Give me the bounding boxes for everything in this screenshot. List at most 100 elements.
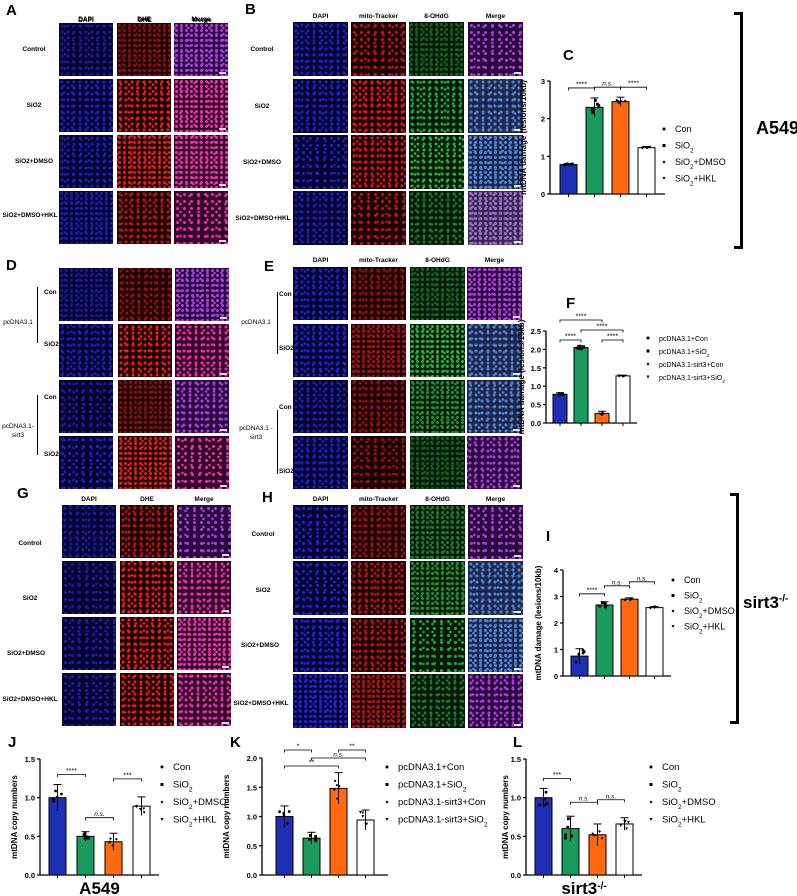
chart-l: L 0.0 0.5 1.0 1.5 mtDNA copy numbers *** n.s. n.… — [501, 734, 716, 896]
micrograph-merge — [174, 79, 228, 132]
svg-text:0.5: 0.5 — [511, 832, 521, 841]
micrograph-merge — [468, 22, 523, 76]
sirt3-bracket — [730, 493, 739, 724]
micrograph-dhe — [120, 561, 174, 614]
micrograph-dapi — [293, 22, 348, 76]
micrograph-dhe — [118, 380, 172, 433]
micrograph-dhe — [120, 673, 174, 726]
row-label: SiO2 — [279, 345, 294, 352]
group-label: pcDNA3.1 -sirt3 — [239, 425, 273, 441]
scale-bar — [219, 128, 226, 130]
column-header: DHE — [140, 496, 154, 503]
row-label: Control — [22, 46, 46, 53]
micrograph-dapi — [293, 324, 348, 377]
svg-text:*: * — [297, 744, 300, 751]
svg-text:pcDNA3.1+Con: pcDNA3.1+Con — [659, 336, 708, 343]
column-header: DAPI — [312, 13, 329, 20]
micrograph-dhe — [117, 23, 171, 76]
scale-bar — [220, 429, 227, 431]
svg-text:Con: Con — [173, 762, 190, 773]
svg-text:**: ** — [349, 744, 355, 751]
micrograph-dhe — [117, 191, 171, 244]
svg-text:pcDNA3.1-sirt3+SiO2: pcDNA3.1-sirt3+SiO2 — [659, 375, 725, 385]
svg-text:4: 4 — [554, 566, 559, 575]
micrograph-8-ohdg — [410, 505, 465, 559]
svg-text:SiO2: SiO2 — [684, 591, 703, 605]
svg-text:pcDNA3.1-sirt3+Con: pcDNA3.1-sirt3+Con — [659, 362, 723, 369]
scale-bar — [514, 611, 521, 613]
cell-line-sirt3: sirt3-/- — [743, 593, 789, 612]
panel-label: L — [513, 734, 522, 751]
scale-bar — [220, 317, 227, 319]
row-label: SiO2+DMSO+HKL — [233, 700, 289, 707]
svg-text:****: **** — [576, 81, 587, 88]
svg-text:2: 2 — [554, 619, 558, 628]
column-header: DAPI — [78, 17, 94, 24]
svg-text:sirt3-/-: sirt3-/- — [561, 879, 606, 896]
row-label: SiO2+DMSO+HKL — [235, 215, 291, 222]
chart-j: J 0.0 0.5 1.0 1.5 mtDNA copy numbers **** n.s. *… — [8, 734, 227, 896]
svg-text:pcDNA3.1+SiO2: pcDNA3.1+SiO2 — [398, 780, 467, 794]
group-divider — [277, 292, 278, 354]
column-header: Merge — [194, 496, 214, 503]
micrograph-dapi — [59, 268, 113, 321]
scale-bar — [219, 240, 226, 242]
micrograph-mito-tracker — [351, 505, 406, 559]
svg-text:Con: Con — [684, 575, 701, 585]
svg-text:SiO2+HKL: SiO2+HKL — [675, 174, 716, 188]
column-header: mito-Tracker — [358, 257, 399, 264]
row-label: SiO2+DMSO — [240, 642, 280, 649]
micrograph-8-ohdg — [410, 561, 465, 615]
column-header: DHE — [137, 16, 151, 23]
scale-bar — [514, 724, 521, 726]
svg-text:mtDNA damage (lesions/10kb): mtDNA damage (lesions/10kb) — [534, 565, 543, 680]
svg-text:0: 0 — [541, 190, 545, 199]
column-header: Merge — [192, 17, 212, 24]
micrograph-dhe — [118, 324, 172, 377]
svg-text:Con: Con — [675, 124, 692, 134]
svg-text:SiO2+HKL: SiO2+HKL — [662, 815, 706, 829]
svg-text:mtDNA damage (lesions/10kb): mtDNA damage (lesions/10kb) — [517, 319, 526, 434]
micrograph-merge — [467, 267, 522, 320]
scale-bar — [222, 722, 229, 724]
scale-bar — [513, 373, 520, 375]
micrograph-mito-tracker — [351, 324, 406, 377]
micrograph-merge — [174, 191, 228, 244]
micrograph-dapi — [59, 23, 113, 76]
micrograph-dapi — [293, 561, 348, 615]
micrograph-8-ohdg — [410, 324, 465, 377]
svg-text:2.5: 2.5 — [531, 327, 541, 336]
group-divider — [37, 395, 38, 455]
row-label: SiO2+DMSO+HKL — [2, 212, 58, 219]
micrograph-8-ohdg — [410, 618, 465, 672]
row-label: SiO2+DMSO — [6, 650, 46, 657]
micrograph-merge — [467, 380, 522, 433]
scale-bar — [220, 373, 227, 375]
micrograph-dapi — [59, 436, 113, 489]
row-label: SiO2 — [44, 341, 59, 348]
micrograph-merge — [468, 561, 523, 615]
svg-text:****: **** — [576, 314, 587, 321]
svg-text:mtDNA copy numbers: mtDNA copy numbers — [501, 775, 510, 859]
micrograph-dapi — [59, 79, 113, 132]
svg-text:0.0: 0.0 — [247, 871, 257, 880]
micrograph-mito-tracker — [351, 22, 406, 76]
micrograph-dapi — [59, 380, 113, 433]
svg-text:3: 3 — [541, 77, 545, 86]
svg-text:****: **** — [565, 334, 576, 341]
micrograph-dapi — [59, 191, 113, 244]
micrograph-dapi — [293, 618, 348, 672]
svg-text:0.5: 0.5 — [247, 842, 257, 851]
panel-label-b: B — [245, 1, 256, 18]
micrograph-8-ohdg — [409, 191, 464, 245]
svg-text:n.s.: n.s. — [612, 579, 623, 586]
scale-bar — [222, 610, 229, 612]
micrograph-8-ohdg — [410, 436, 465, 489]
scale-bar — [219, 72, 226, 74]
panel-label-a: A — [6, 2, 17, 19]
svg-text:***: *** — [123, 772, 131, 779]
row-label: SiO2 — [44, 451, 59, 458]
micrograph-dapi — [59, 324, 113, 377]
panel-label: C — [563, 47, 574, 64]
